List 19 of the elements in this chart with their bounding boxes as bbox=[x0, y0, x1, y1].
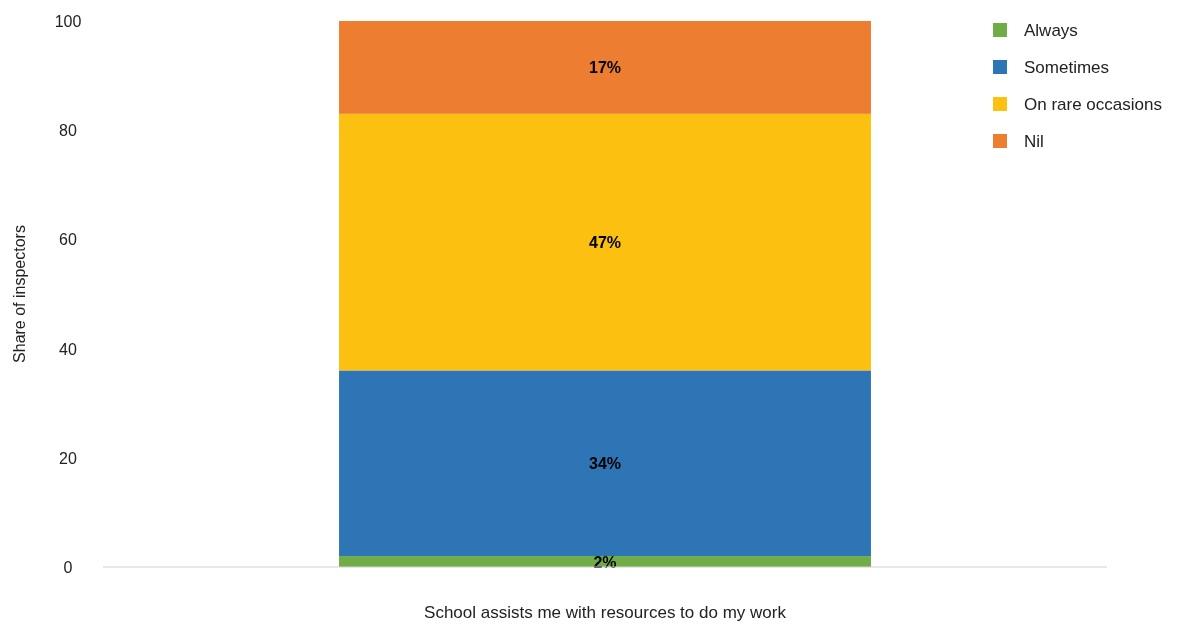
x-tick-label: School assists me with resources to do my work bbox=[424, 603, 787, 622]
y-tick-label: 60 bbox=[59, 231, 77, 249]
data-label: 2% bbox=[593, 553, 617, 571]
bar bbox=[339, 113, 871, 371]
y-tick-label: 40 bbox=[59, 340, 77, 358]
y-tick-label: 100 bbox=[54, 13, 82, 30]
legend-label: Sometimes bbox=[1024, 58, 1110, 77]
data-label: 47% bbox=[588, 234, 622, 252]
bar bbox=[339, 21, 871, 114]
legend-label: Always bbox=[1024, 21, 1078, 40]
data-label: 17% bbox=[588, 59, 622, 77]
legend-label: On rare occasions bbox=[1024, 95, 1162, 114]
y-tick-label: 20 bbox=[59, 449, 77, 467]
legend-label: Nil bbox=[1024, 132, 1044, 151]
bar bbox=[339, 370, 871, 557]
y-tick-label: 0 bbox=[63, 559, 73, 576]
data-label: 34% bbox=[588, 455, 622, 473]
y-tick-label: 80 bbox=[59, 122, 77, 140]
y-axis-title: Share of inspectors bbox=[11, 225, 28, 363]
